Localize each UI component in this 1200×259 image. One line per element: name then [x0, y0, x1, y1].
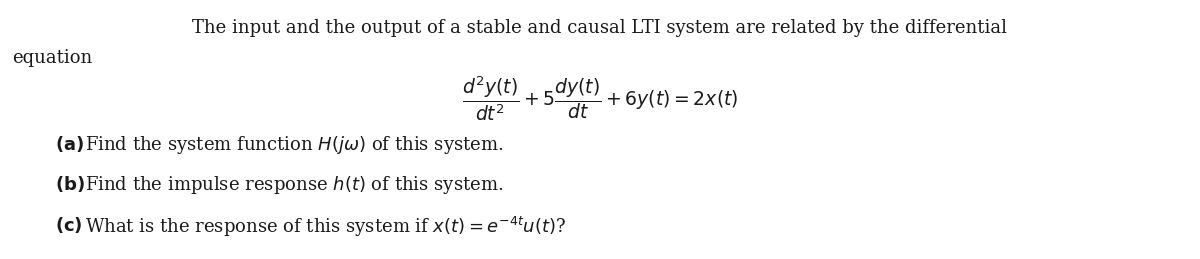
- Text: $\mathbf{(a)}$: $\mathbf{(a)}$: [55, 134, 84, 154]
- Text: Find the impulse response $h(t)$ of this system.: Find the impulse response $h(t)$ of this…: [85, 174, 503, 196]
- Text: Find the system function $H(j\omega)$ of this system.: Find the system function $H(j\omega)$ of…: [85, 134, 504, 156]
- Text: $\mathbf{(c)}$: $\mathbf{(c)}$: [55, 215, 83, 235]
- Text: The input and the output of a stable and causal LTI system are related by the di: The input and the output of a stable and…: [192, 19, 1008, 37]
- Text: equation: equation: [12, 49, 92, 67]
- Text: What is the response of this system if $x(t) = e^{-4t}u(t)$?: What is the response of this system if $…: [85, 215, 566, 239]
- Text: $\mathbf{(b)}$: $\mathbf{(b)}$: [55, 174, 85, 194]
- Text: $\dfrac{d^2y(t)}{dt^2} + 5\dfrac{dy(t)}{dt} + 6y(t) = 2x(t)$: $\dfrac{d^2y(t)}{dt^2} + 5\dfrac{dy(t)}{…: [462, 74, 738, 123]
